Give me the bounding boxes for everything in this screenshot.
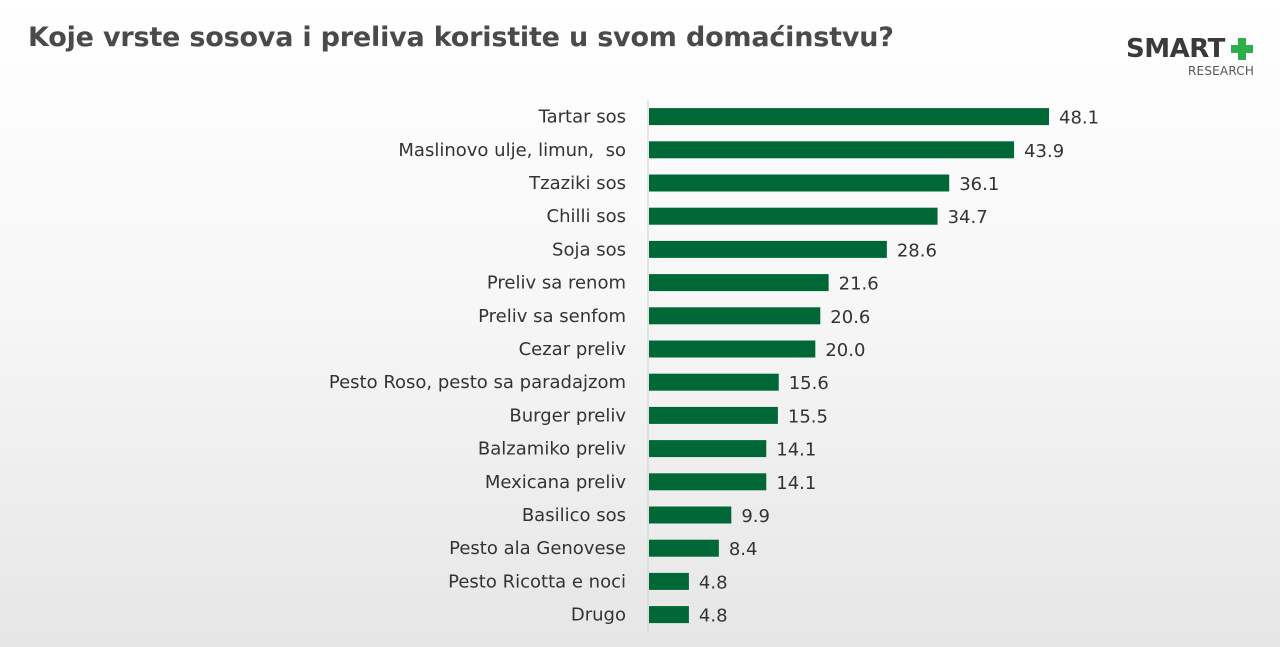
data-label: 20.0 bbox=[825, 340, 865, 361]
bar bbox=[649, 606, 689, 624]
plus-icon bbox=[1231, 38, 1253, 60]
bar bbox=[649, 539, 719, 557]
data-label: 4.8 bbox=[699, 606, 728, 627]
bar bbox=[649, 207, 938, 225]
data-label: 21.6 bbox=[839, 274, 879, 295]
bar bbox=[649, 406, 778, 424]
page-title: Koje vrste sosova i preliva koristite u … bbox=[28, 22, 894, 53]
smart-research-logo: SMART RESEARCH bbox=[1120, 34, 1260, 84]
category-label: Maslinovo ulje, limun, so bbox=[398, 140, 626, 161]
data-label: 4.8 bbox=[699, 572, 728, 593]
bar bbox=[649, 373, 779, 391]
data-label: 15.6 bbox=[789, 373, 829, 394]
category-label: Balzamiko preliv bbox=[478, 439, 626, 460]
category-label: Tzaziki sos bbox=[528, 173, 626, 194]
logo-name: SMART bbox=[1126, 34, 1225, 64]
data-label: 20.6 bbox=[830, 307, 870, 328]
category-label: Tartar sos bbox=[538, 107, 626, 128]
bar bbox=[649, 440, 767, 458]
bar bbox=[649, 307, 821, 325]
category-label: Pesto ala Genovese bbox=[449, 538, 626, 559]
category-label: Preliv sa renom bbox=[487, 273, 626, 294]
logo-subtitle: RESEARCH bbox=[1188, 64, 1255, 78]
data-label: 8.4 bbox=[729, 539, 758, 560]
data-label: 36.1 bbox=[959, 174, 999, 195]
category-label: Preliv sa senfom bbox=[478, 306, 626, 327]
category-label: Soja sos bbox=[552, 239, 626, 260]
bar bbox=[649, 506, 732, 524]
category-label: Drugo bbox=[571, 605, 626, 626]
bar bbox=[649, 340, 816, 358]
category-label: Chilli sos bbox=[547, 206, 626, 227]
data-label: 28.6 bbox=[897, 240, 937, 261]
data-label: 14.1 bbox=[776, 473, 816, 494]
category-label: Basilico sos bbox=[522, 505, 626, 526]
bar bbox=[649, 108, 1049, 126]
data-label: 34.7 bbox=[948, 207, 988, 228]
category-label: Cezar preliv bbox=[519, 339, 627, 360]
bar bbox=[649, 274, 829, 292]
category-label: Burger preliv bbox=[509, 405, 626, 426]
data-label: 14.1 bbox=[776, 440, 816, 461]
category-label: Pesto Ricotta e noci bbox=[448, 571, 626, 592]
bar bbox=[649, 240, 887, 258]
bar bbox=[649, 174, 950, 192]
category-label: Mexicana preliv bbox=[485, 472, 627, 493]
data-label: 43.9 bbox=[1024, 141, 1064, 162]
bar bbox=[649, 572, 689, 590]
data-label: 9.9 bbox=[741, 506, 770, 527]
data-label: 48.1 bbox=[1059, 108, 1099, 129]
category-label: Pesto Roso, pesto sa paradajzom bbox=[329, 372, 626, 393]
bar bbox=[649, 473, 767, 491]
data-label: 15.5 bbox=[788, 406, 828, 427]
bar bbox=[649, 141, 1015, 159]
